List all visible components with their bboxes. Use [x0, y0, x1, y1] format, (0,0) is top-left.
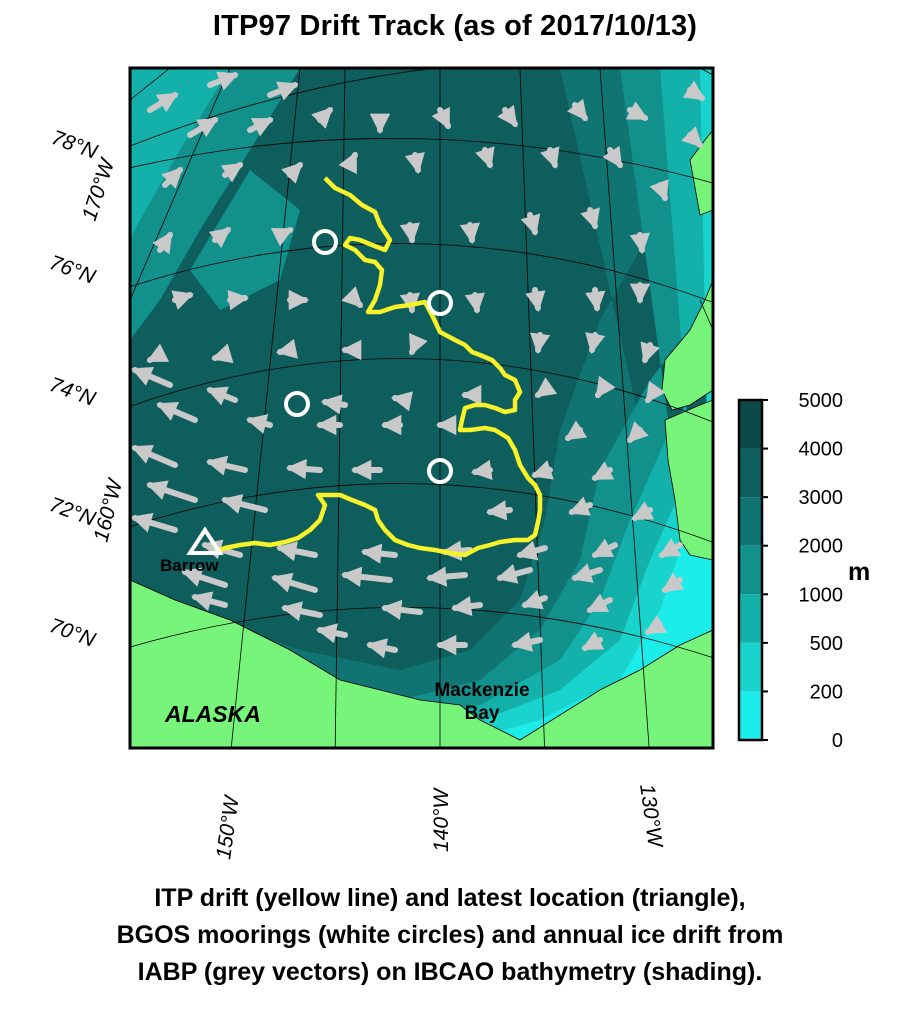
- colorbar-band: [739, 497, 762, 546]
- colorbar-band: [739, 400, 762, 449]
- colorbar-unit: m: [848, 558, 870, 586]
- colorbar-tick-label: 500: [810, 633, 843, 655]
- lat-label-74: 74°N: [46, 373, 99, 411]
- mooring-c: [284, 391, 310, 417]
- colorbar-band: [739, 642, 762, 692]
- itp-latest-location-triangle: [186, 526, 224, 555]
- caption-line-1: ITP drift (yellow line) and latest locat…: [154, 884, 746, 912]
- colorbar-tick-label: 5000: [799, 390, 844, 412]
- colorbar-tick-label: 1000: [799, 584, 844, 606]
- lat-label-70: 70°N: [46, 614, 99, 652]
- lon-label-130w: 130°W: [635, 782, 667, 850]
- colorbar-bands: [739, 400, 762, 740]
- figure-caption: ITP drift (yellow line) and latest locat…: [0, 880, 900, 991]
- map-panel: Barrow ALASKA Mackenzie Bay: [130, 68, 713, 748]
- ice-drift-vectors: [131, 71, 706, 659]
- graticule: [130, 68, 713, 748]
- colorbar-band: [739, 448, 762, 498]
- bgos-moorings: [284, 229, 453, 484]
- colorbar-tick-label: 4000: [799, 439, 844, 461]
- alaska-label: ALASKA: [164, 701, 261, 727]
- itp-drift-track: [214, 176, 543, 558]
- lat-label-76: 76°N: [46, 251, 99, 289]
- map-frame: [128, 66, 715, 750]
- colorbar-tick-label: 200: [810, 681, 843, 703]
- mackenzie-label-line1: Mackenzie: [434, 680, 529, 701]
- colorbar-band: [739, 594, 762, 643]
- lat-label-72: 72°N: [46, 493, 99, 531]
- mooring-b: [427, 290, 453, 316]
- lat-label-78: 78°N: [48, 126, 101, 164]
- colorbar-tick-label: 0: [832, 730, 843, 752]
- colorbar-band: [739, 545, 762, 595]
- lon-label-140w: 140°W: [430, 787, 453, 852]
- caption-line-3: IABP (grey vectors) on IBCAO bathymetry …: [137, 958, 763, 986]
- mackenzie-label-line2: Bay: [465, 703, 500, 724]
- map-figure: Barrow ALASKA Mackenzie Bay 78°N 76°N 74…: [46, 66, 870, 861]
- land-areas: [130, 129, 713, 748]
- colorbar-tick-label: 2000: [799, 536, 844, 558]
- mooring-d: [427, 458, 453, 484]
- lon-label-150w: 150°W: [212, 793, 244, 861]
- lon-label-170w: 170°W: [78, 154, 120, 223]
- caption-line-2: BGOS moorings (white circles) and annual…: [116, 921, 784, 949]
- mooring-a: [312, 229, 338, 255]
- colorbar-tick-label: 3000: [799, 487, 844, 509]
- map-title: ITP97 Drift Track (as of 2017/10/13): [212, 10, 698, 42]
- barrow-label: Barrow: [160, 556, 219, 575]
- colorbar-band: [739, 691, 762, 740]
- colorbar-frame: [737, 398, 764, 742]
